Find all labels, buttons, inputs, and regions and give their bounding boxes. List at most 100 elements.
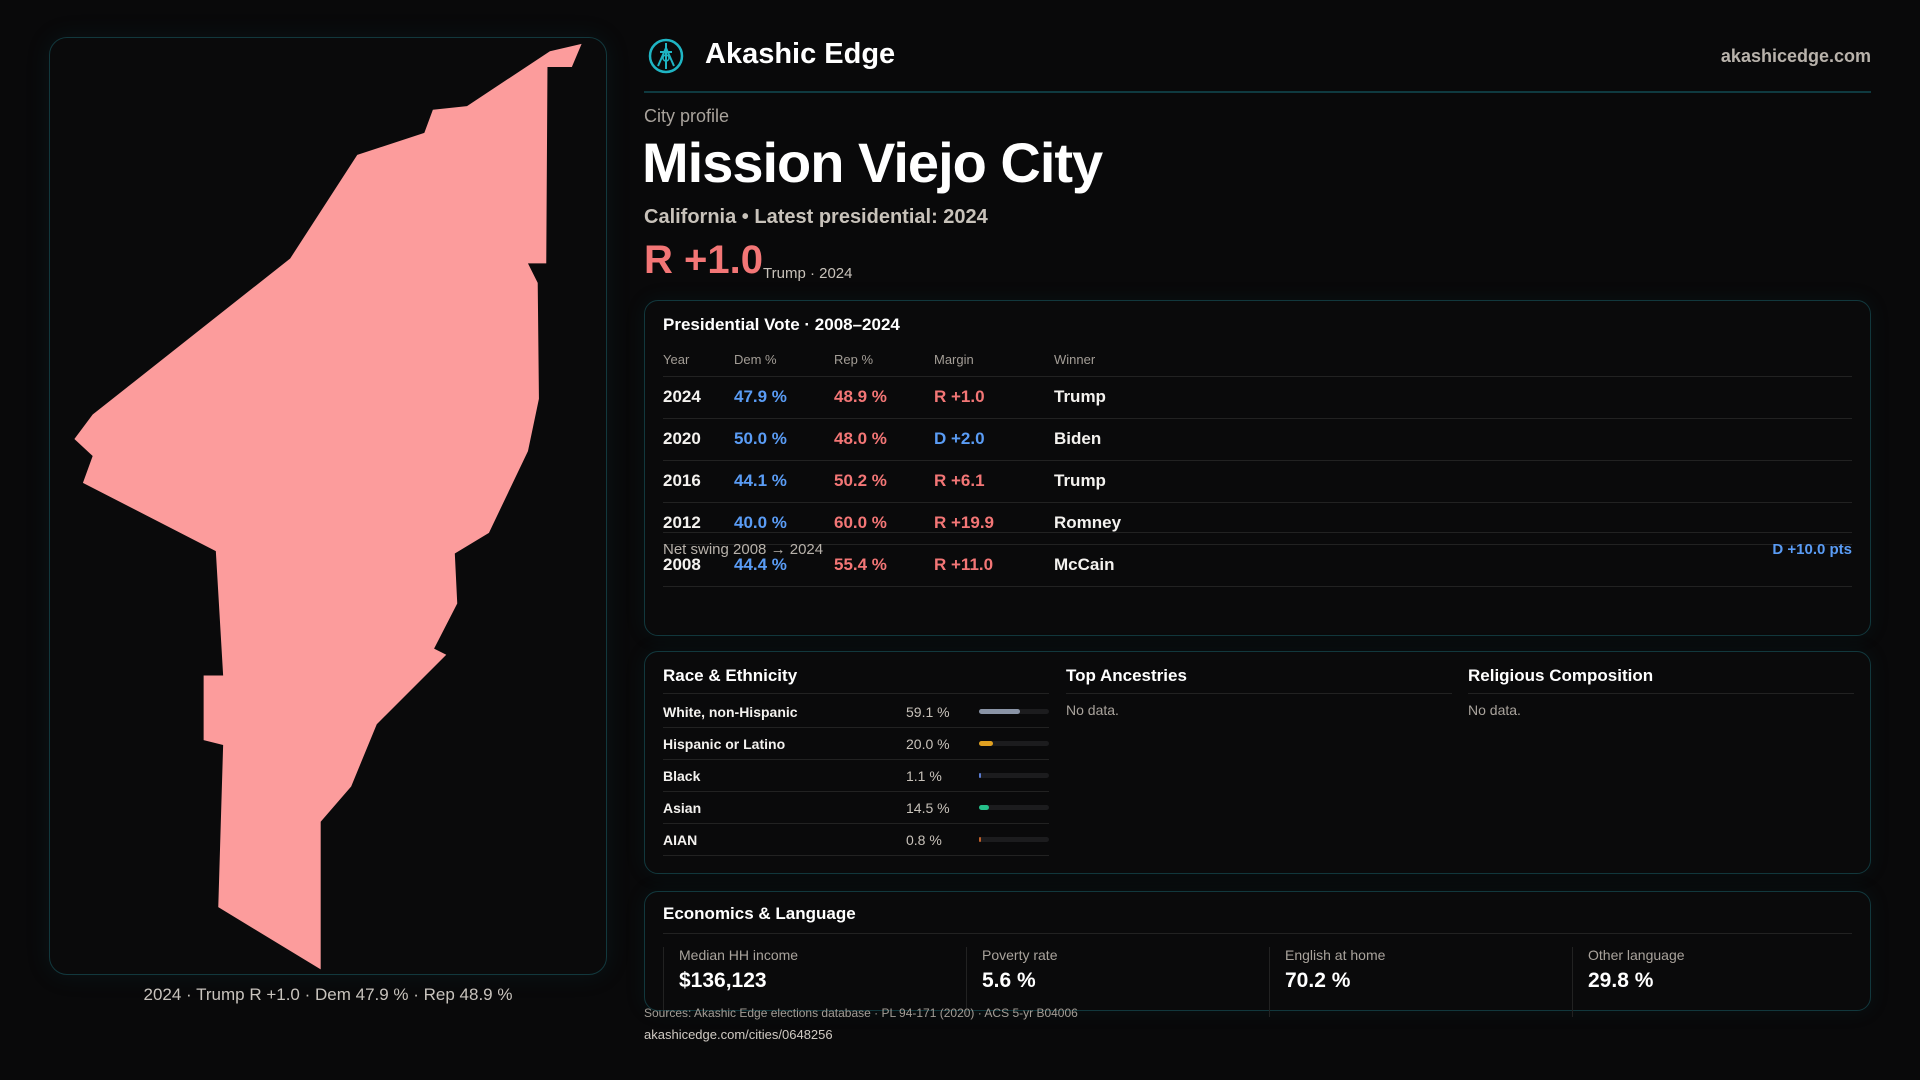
race-label: Black	[663, 767, 701, 784]
cell-dem: 47.9 %	[734, 376, 834, 419]
lead-margin: R +1.0	[644, 238, 763, 282]
cell-year: 2016	[663, 460, 734, 503]
cell-rep: 50.2 %	[834, 460, 934, 503]
race-pct: 1.1 %	[906, 767, 942, 784]
ancestries-section: Top Ancestries No data.	[1066, 666, 1452, 718]
race-row: Asian 14.5 %	[663, 792, 1049, 824]
race-title: Race & Ethnicity	[663, 666, 1049, 694]
map-caption: 2024 · Trump R +1.0 · Dem 47.9 % · Rep 4…	[143, 985, 513, 1004]
cell-dem: 44.4 %	[734, 544, 834, 587]
race-section: Race & Ethnicity White, non-Hispanic 59.1…	[663, 666, 1049, 856]
city-shape[interactable]	[74, 43, 582, 970]
cell-margin: R +6.1	[934, 460, 1054, 503]
cell-winner: Romney	[1054, 502, 1852, 545]
net-swing-label: Net swing 2008 → 2024	[663, 541, 824, 558]
site-link[interactable]: akashicedge.com	[1720, 46, 1871, 66]
net-swing: Net swing 2008 → 2024 D +10.0 pts	[663, 532, 1852, 558]
page-title: Mission Viejo City	[642, 131, 1103, 194]
race-pct: 14.5 %	[906, 799, 950, 816]
race-bar-fill	[979, 773, 981, 778]
cell-year: 2008	[663, 544, 734, 587]
race-bar	[979, 709, 1049, 714]
econ-stat: Other language 29.8 %	[1572, 947, 1685, 1017]
cell-year: 2012	[663, 502, 734, 545]
vote-row: 2020 50.0 % 48.0 % D +2.0 Biden	[663, 418, 1852, 461]
economics-card: Economics & Language Median HH income $13…	[644, 891, 1871, 1017]
religion-title: Religious Composition	[1468, 666, 1854, 694]
cell-margin: R +1.0	[934, 376, 1054, 419]
col-margin: Margin	[934, 344, 1054, 377]
stat-label: Other language	[1588, 947, 1685, 963]
stat-label: Median HH income	[679, 947, 799, 963]
ancestries-empty: No data.	[1066, 702, 1119, 718]
cell-year: 2024	[663, 376, 734, 419]
col-winner: Winner	[1054, 344, 1852, 377]
map-panel	[49, 37, 607, 975]
cell-margin: R +11.0	[934, 544, 1054, 587]
race-pct: 20.0 %	[906, 735, 950, 752]
race-bar	[979, 741, 1049, 746]
stat-value: $136,123	[679, 969, 767, 992]
vote-table: Year Dem % Rep % Margin Winner 2024 47.9 …	[663, 344, 1852, 587]
race-bar-fill	[979, 741, 993, 746]
religion-section: Religious Composition No data.	[1468, 666, 1854, 718]
race-row: AIAN 0.8 %	[663, 824, 1049, 856]
presidential-vote-card: Presidential Vote · 2008–2024 Year Dem %…	[644, 300, 1871, 636]
cell-margin: R +19.9	[934, 502, 1054, 545]
header-divider	[644, 91, 1871, 93]
cell-rep: 55.4 %	[834, 544, 934, 587]
cell-dem: 44.1 %	[734, 460, 834, 503]
net-swing-value: D +10.0 pts	[1772, 541, 1852, 558]
race-label: White, non-Hispanic	[663, 703, 798, 720]
race-bar-fill	[979, 837, 981, 842]
econ-stat: Median HH income $136,123	[663, 947, 798, 1017]
cell-dem: 40.0 %	[734, 502, 834, 545]
religion-empty: No data.	[1468, 702, 1521, 718]
cell-rep: 60.0 %	[834, 502, 934, 545]
race-bar	[979, 773, 1049, 778]
eyebrow: City profile	[644, 106, 730, 126]
city-boundary-map	[74, 43, 582, 970]
vote-row: 2024 47.9 % 48.9 % R +1.0 Trump	[663, 376, 1852, 419]
econ-stat: English at home 70.2 %	[1269, 947, 1385, 1017]
page-url[interactable]: akashicedge.com/cities/0648256	[644, 1027, 833, 1042]
race-label: AIAN	[663, 831, 698, 848]
stat-value: 70.2 %	[1285, 969, 1351, 992]
econ-title: Economics & Language	[663, 904, 1852, 934]
brand-name: Akashic Edge	[705, 38, 896, 70]
vote-row: 2012 40.0 % 60.0 % R +19.9 Romney	[663, 502, 1852, 545]
stat-value: 5.6 %	[982, 969, 1036, 992]
page-subtitle: California • Latest presidential: 2024	[644, 206, 988, 228]
race-row: White, non-Hispanic 59.1 %	[663, 696, 1049, 728]
race-label: Hispanic or Latino	[663, 735, 786, 752]
cell-winner: Biden	[1054, 418, 1852, 461]
cell-year: 2020	[663, 418, 734, 461]
col-year: Year	[663, 344, 734, 377]
race-pct: 59.1 %	[906, 703, 950, 720]
stat-value: 29.8 %	[1588, 969, 1654, 992]
sources-note: Sources: Akashic Edge elections database…	[644, 1006, 1078, 1020]
cell-winner: McCain	[1054, 544, 1852, 587]
race-bar-fill	[979, 805, 990, 810]
vote-row: 2016 44.1 % 50.2 % R +6.1 Trump	[663, 460, 1852, 503]
race-pct: 0.8 %	[906, 831, 942, 848]
ancestries-title: Top Ancestries	[1066, 666, 1452, 694]
lead-note: Trump · 2024	[763, 265, 853, 282]
cell-winner: Trump	[1054, 460, 1852, 503]
race-label: Asian	[663, 799, 702, 816]
race-row: Black 1.1 %	[663, 760, 1049, 792]
race-bar-fill	[979, 709, 1021, 714]
cell-rep: 48.9 %	[834, 376, 934, 419]
col-rep: Rep %	[834, 344, 934, 377]
card-title: Presidential Vote · 2008–2024	[663, 315, 900, 334]
race-row: Hispanic or Latino 20.0 %	[663, 728, 1049, 760]
race-bar	[979, 837, 1049, 842]
col-dem: Dem %	[734, 344, 834, 377]
vote-row: 2008 44.4 % 55.4 % R +11.0 McCain	[663, 544, 1852, 587]
cell-margin: D +2.0	[934, 418, 1054, 461]
cell-rep: 48.0 %	[834, 418, 934, 461]
stat-label: Poverty rate	[982, 947, 1058, 963]
race-bar	[979, 805, 1049, 810]
demographics-card: Race & Ethnicity White, non-Hispanic 59.1…	[644, 651, 1871, 874]
stat-label: English at home	[1285, 947, 1386, 963]
